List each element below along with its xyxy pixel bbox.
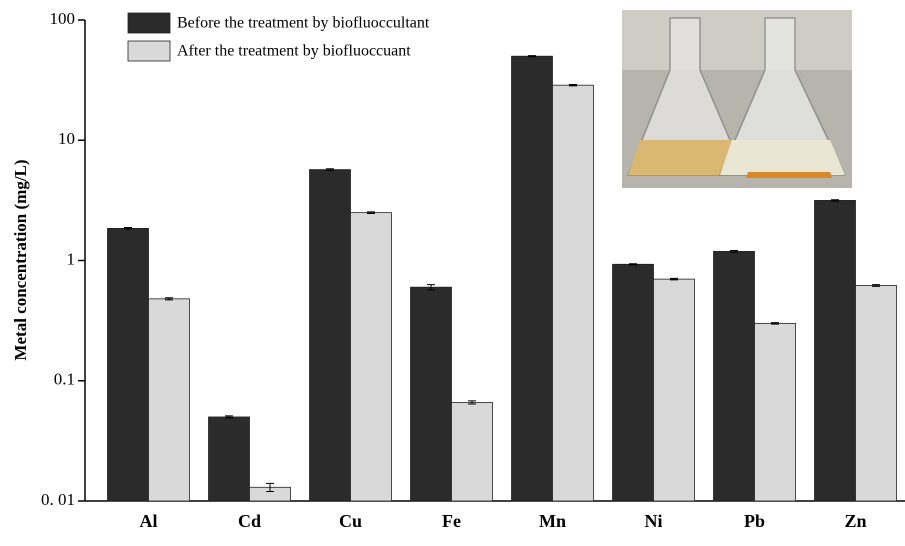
bar	[411, 287, 452, 501]
bar	[512, 56, 553, 501]
x-tick-label: Pb	[744, 511, 765, 531]
legend-label: After the treatment by biofluoccuant	[177, 43, 411, 60]
legend-swatch	[128, 41, 170, 61]
bar	[351, 213, 392, 501]
y-tick-label: 10	[58, 129, 75, 148]
bar	[553, 85, 594, 501]
y-tick-label: 100	[50, 9, 76, 28]
page: {"chart_data": {"type": "bar", "log_scal…	[0, 0, 905, 546]
x-tick-label: Cu	[339, 511, 362, 531]
x-tick-label: Al	[140, 511, 158, 531]
y-tick-label: 1	[67, 249, 76, 268]
x-tick-label: Fe	[442, 511, 461, 531]
y-axis-label: Metal concentration (mg/L)	[11, 159, 30, 360]
legend-swatch	[128, 13, 170, 33]
x-tick-label: Ni	[645, 511, 663, 531]
bar	[209, 417, 250, 501]
bar	[613, 264, 654, 501]
bar	[856, 285, 897, 501]
bar	[310, 170, 351, 501]
bar	[149, 299, 190, 501]
legend-label: Before the treatment by biofluoccultant	[177, 15, 430, 32]
x-tick-label: Zn	[844, 511, 866, 531]
y-tick-label: 0. 01	[41, 490, 75, 509]
chart: Metal concentration (mg/L) 0. 01 0.1 1 10 10…	[0, 0, 905, 541]
inset-photo	[622, 10, 852, 188]
bar	[452, 402, 493, 501]
bar	[714, 251, 755, 501]
bar	[815, 200, 856, 501]
x-tick-label: Mn	[539, 511, 566, 531]
y-tick-label: 0.1	[54, 370, 75, 389]
x-tick-label: Cd	[238, 511, 261, 531]
bar	[755, 323, 796, 501]
bar	[108, 228, 149, 501]
bar	[654, 279, 695, 501]
